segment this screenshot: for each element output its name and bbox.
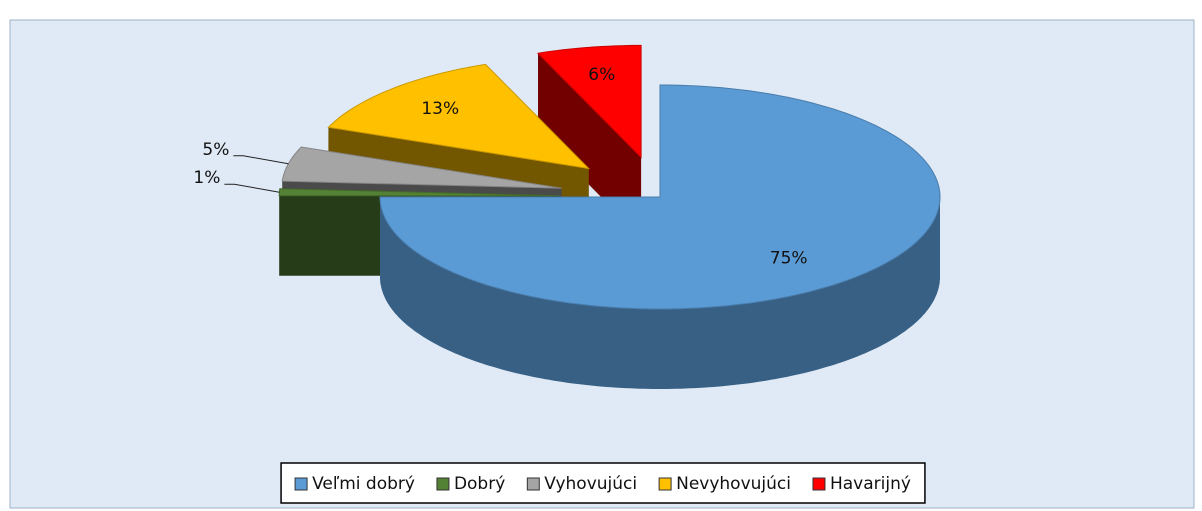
legend-label: Havarijný	[830, 474, 911, 494]
legend-swatch	[526, 477, 540, 491]
data-label: 5%	[202, 140, 229, 160]
legend: Veľmi dobrý Dobrý Vyhovujúci Nevyhovujúci Ha…	[280, 462, 926, 504]
legend-label: Dobrý	[454, 474, 505, 494]
legend-label: Veľmi dobrý	[312, 474, 415, 494]
data-label: 75%	[770, 248, 808, 268]
slice	[536, 44, 642, 159]
data-label: 1%	[193, 168, 220, 188]
legend-swatch	[812, 477, 826, 491]
slice	[278, 188, 560, 197]
legend-swatch	[294, 477, 308, 491]
legend-swatch	[658, 477, 672, 491]
data-label: 6%	[588, 65, 615, 85]
leader-line	[233, 155, 289, 165]
slice-wall	[380, 197, 940, 389]
legend-label: Nevyhovujúci	[676, 474, 791, 494]
slice	[281, 146, 562, 189]
legend-label: Vyhovujúci	[544, 474, 637, 494]
slice-side	[538, 53, 642, 238]
slice	[379, 84, 941, 310]
leader-line	[224, 183, 280, 193]
data-label: 13%	[421, 99, 459, 119]
legend-swatch	[436, 477, 450, 491]
slice	[327, 63, 591, 170]
